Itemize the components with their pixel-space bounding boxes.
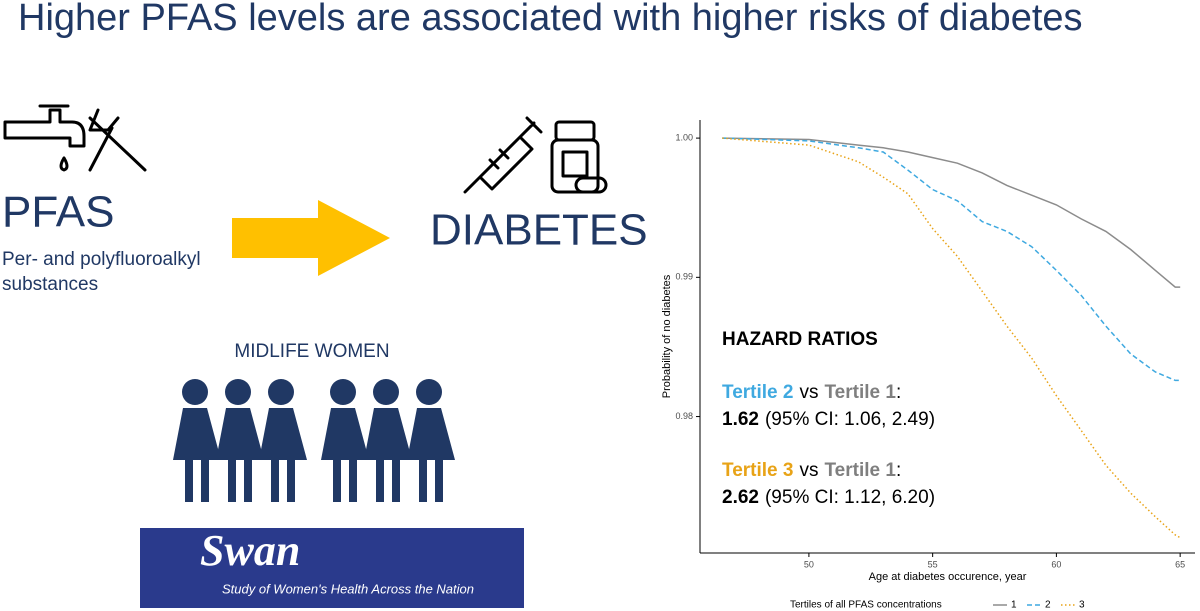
hazard-title: HAZARD RATIOS (722, 329, 878, 350)
y-tick-label: 0.99 (675, 272, 693, 282)
series-line (722, 137, 1181, 288)
women-icons (173, 379, 455, 502)
ratio: 2.62 (722, 487, 759, 508)
hazard-line: Tertile 3 vs Tertile 1: (722, 460, 901, 481)
reference: Tertile 1 (824, 382, 896, 403)
colon: : (896, 460, 901, 481)
logo-title: Swan (200, 526, 300, 575)
y-tick-label: 0.98 (675, 411, 693, 421)
vs: vs (799, 382, 818, 403)
ratio: 1.62 (722, 409, 759, 430)
group: Tertile 2 (722, 382, 793, 403)
y-axis-label: Probability of no diabetes (661, 274, 673, 398)
population-label: MIDLIFE WOMEN (234, 341, 389, 362)
medicine-icon (463, 116, 608, 194)
hazard-line: Tertile 2 vs Tertile 1: (722, 382, 901, 403)
vs: vs (799, 460, 818, 481)
colon: : (896, 382, 901, 403)
logo-subtitle: Study of Women's Health Across the Natio… (222, 581, 474, 596)
x-tick-label: 60 (1051, 559, 1061, 569)
exposure-description: Per- and polyfluoroalkyl (2, 249, 201, 270)
x-axis-label: Age at diabetes occurence, year (869, 571, 1027, 583)
legend-label: 2 (1045, 600, 1051, 611)
ci: (95% CI: 1.12, 6.20) (765, 487, 935, 508)
x-tick-label: 50 (804, 559, 814, 569)
x-tick-label: 65 (1175, 559, 1185, 569)
legend-label: 3 (1079, 600, 1085, 611)
page-title: Higher PFAS levels are associated with h… (18, 0, 1083, 39)
hazard-line: 1.62 (95% CI: 1.06, 2.49) (722, 409, 935, 430)
exposure-label: PFAS (2, 188, 115, 237)
legend-title: Tertiles of all PFAS concentrations (790, 600, 942, 611)
exposure-description: substances (2, 274, 98, 295)
arrow (232, 200, 390, 276)
series-line (722, 137, 1181, 382)
reference: Tertile 1 (824, 460, 896, 481)
swan-logo (140, 528, 524, 608)
legend-label: 1 (1011, 600, 1017, 611)
x-tick-label: 55 (928, 559, 938, 569)
group: Tertile 3 (722, 460, 793, 481)
y-tick-label: 1.00 (675, 132, 693, 142)
outcome-label: DIABETES (430, 206, 648, 255)
ci: (95% CI: 1.06, 2.49) (765, 409, 935, 430)
hazard-line: 2.62 (95% CI: 1.12, 6.20) (722, 487, 935, 508)
food-water-icon (3, 104, 147, 172)
